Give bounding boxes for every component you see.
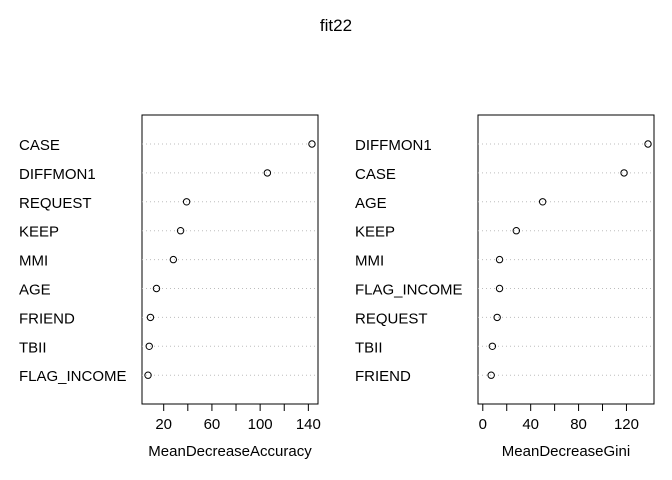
category-label: TBII	[355, 339, 383, 356]
data-point	[493, 313, 501, 322]
category-label: CASE	[355, 166, 396, 183]
category-label: AGE	[355, 195, 387, 212]
category-label: DIFFMON1	[19, 166, 96, 183]
data-point	[146, 313, 155, 322]
category-label: KEEP	[19, 224, 59, 241]
data-point	[169, 255, 178, 264]
x-tick-label: 20	[155, 416, 172, 433]
category-label: FRIEND	[355, 368, 411, 385]
x-tick-label: 40	[522, 416, 539, 433]
category-label: FLAG_INCOME	[19, 368, 127, 385]
data-point	[182, 198, 191, 206]
x-tick-label: 120	[614, 416, 639, 433]
data-point	[263, 169, 272, 177]
data-point	[144, 371, 152, 379]
chart-title: fit22	[319, 16, 353, 35]
x-tick-label: 80	[570, 416, 587, 433]
data-point	[495, 255, 504, 264]
data-point	[145, 342, 153, 350]
x-tick-label: 60	[204, 416, 221, 433]
category-label: KEEP	[355, 224, 395, 241]
category-label: TBII	[19, 339, 47, 356]
category-label: CASE	[19, 137, 60, 154]
x-tick-label: 140	[296, 416, 321, 433]
data-point	[512, 227, 521, 235]
data-point	[495, 284, 504, 293]
x-axis-label: MeanDecreaseGini	[502, 443, 630, 460]
category-label: FLAG_INCOME	[355, 282, 463, 299]
data-point	[488, 342, 497, 350]
data-point	[308, 140, 316, 148]
category-label: DIFFMON1	[355, 137, 432, 154]
data-point	[620, 169, 628, 177]
category-label: AGE	[19, 282, 51, 299]
x-tick-label: 100	[248, 416, 273, 433]
data-point	[176, 227, 185, 235]
data-point	[487, 371, 495, 379]
x-tick-label: 0	[479, 416, 487, 433]
data-point	[644, 140, 652, 148]
data-point	[152, 284, 161, 293]
category-label: FRIEND	[19, 310, 75, 327]
data-point	[538, 198, 547, 206]
x-axis-label: MeanDecreaseAccuracy	[148, 443, 312, 460]
category-label: REQUEST	[19, 195, 92, 212]
category-label: MMI	[355, 253, 384, 270]
category-label: MMI	[19, 253, 48, 270]
category-label: REQUEST	[355, 310, 428, 327]
